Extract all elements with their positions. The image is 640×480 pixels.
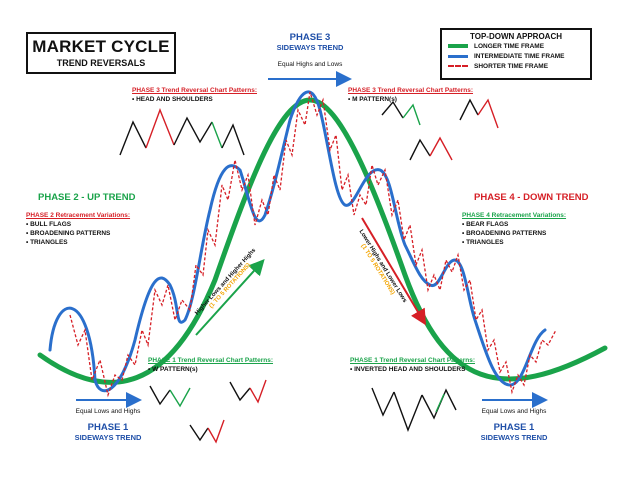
phase1-right-patterns: PHASE 1 Trend Reversal Chart Patterns: •…: [350, 356, 520, 374]
sub-title: TREND REVERSALS: [56, 58, 146, 68]
phase1-left-subtitle: SIDEWAYS TREND: [74, 433, 142, 442]
phase2-item: • BROADENING PATTERNS: [26, 230, 111, 237]
phase2-item: • BULL FLAGS: [26, 221, 72, 228]
m-pattern-group: [381, 98, 499, 161]
legend-row-intermediate: INTERMEDIATE TIME FRAME: [448, 51, 590, 61]
phase1-left-heading: PHASE 1 Trend Reversal Chart Patterns:: [148, 357, 273, 364]
phase3-right-heading: PHASE 3 Trend Reversal Chart Patterns:: [348, 87, 473, 94]
phase2-heading: PHASE 2 Retracement Variations:: [26, 212, 131, 219]
phase2-block: PHASE 2 - UP TREND PHASE 2 Retracement V…: [26, 192, 176, 247]
phase3-left-heading: PHASE 3 Trend Reversal Chart Patterns:: [132, 87, 257, 94]
w-pattern-group: [149, 379, 267, 444]
legend-swatch-red: [448, 65, 468, 67]
legend-label: LONGER TIME FRAME: [474, 42, 545, 50]
legend-title: TOP-DOWN APPROACH: [470, 32, 562, 41]
longer-time-frame-curve: [37, 97, 608, 385]
phase3-header: PHASE 3 SIDEWAYS TREND Equal Highs and L…: [260, 32, 360, 69]
phase3-right-patterns: PHASE 3 Trend Reversal Chart Patterns: •…: [348, 86, 518, 104]
legend-label: INTERMEDIATE TIME FRAME: [474, 52, 565, 60]
phase1-bottom-left: Equal Lows and Highs PHASE 1 SIDEWAYS TR…: [58, 408, 158, 443]
phase4-item: • BROADENING PATTERNS: [462, 230, 547, 237]
down-trend-arrow: [361, 217, 427, 326]
phase3-title: PHASE 3: [289, 32, 331, 43]
phase1-right-heading: PHASE 1 Trend Reversal Chart Patterns:: [350, 357, 475, 364]
phase1-left-title: PHASE 1: [87, 422, 129, 433]
main-title: MARKET CYCLE: [32, 37, 170, 56]
phase4-item: • BEAR FLAGS: [462, 221, 509, 228]
phase4-heading: PHASE 4 Retracement Variations:: [462, 212, 567, 219]
legend-swatch-green: [448, 44, 468, 48]
title-box: MARKET CYCLE TREND REVERSALS: [26, 32, 176, 74]
phase3-right-item: • M PATTERN(s): [348, 96, 397, 103]
phase3-note: Equal Highs and Lows: [277, 61, 343, 68]
phase1-bottom-right: Equal Lows and Highs PHASE 1 SIDEWAYS TR…: [464, 408, 564, 443]
phase3-left-item: • HEAD AND SHOULDERS: [132, 96, 213, 103]
phase1-right-item: • INVERTED HEAD AND SHOULDERS: [350, 366, 466, 373]
legend-label: SHORTER TIME FRAME: [474, 62, 549, 70]
phase1-left-item: • W PATTERN(s): [148, 366, 198, 373]
phase4-block: PHASE 4 - DOWN TREND PHASE 4 Retracement…: [462, 192, 612, 247]
shorter-time-frame-curve: [69, 91, 557, 398]
up-trend-arrow: [195, 259, 265, 336]
inverted-head-and-shoulders-pattern: [371, 387, 457, 432]
phase1-left-patterns: PHASE 1 Trend Reversal Chart Patterns: •…: [148, 356, 318, 374]
head-and-shoulders-pattern: [119, 108, 245, 156]
phase4-item: • TRIANGLES: [462, 239, 504, 246]
phase1-right-title: PHASE 1: [493, 422, 535, 433]
legend-row-longer: LONGER TIME FRAME: [448, 41, 590, 51]
phase3-subtitle: SIDEWAYS TREND: [276, 43, 344, 52]
legend: TOP-DOWN APPROACH LONGER TIME FRAME INTE…: [440, 28, 592, 80]
phase1-left-note: Equal Lows and Highs: [75, 408, 141, 415]
phase3-left-patterns: PHASE 3 Trend Reversal Chart Patterns: •…: [132, 86, 302, 104]
legend-row-shorter: SHORTER TIME FRAME: [448, 61, 590, 71]
intermediate-time-frame-curve: [48, 90, 547, 393]
phase2-title: PHASE 2 - UP TREND: [38, 192, 136, 203]
phase1-right-note: Equal Lows and Highs: [481, 408, 547, 415]
phase4-title: PHASE 4 - DOWN TREND: [474, 192, 589, 203]
legend-swatch-blue: [448, 54, 468, 58]
phase2-item: • TRIANGLES: [26, 239, 68, 246]
phase1-right-subtitle: SIDEWAYS TREND: [480, 433, 548, 442]
